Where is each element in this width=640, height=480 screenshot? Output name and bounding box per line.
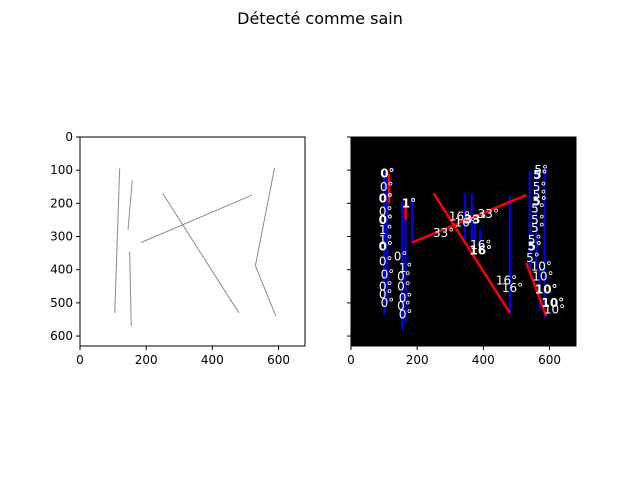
angle-label: 10° — [531, 259, 552, 273]
red-segment — [525, 262, 548, 317]
angle-label: 5° — [527, 239, 541, 253]
angle-label: 0° — [379, 254, 393, 268]
angle-label: 33° — [433, 226, 454, 240]
angle-label: 16° — [469, 243, 492, 257]
angle-label: 5° — [526, 251, 540, 265]
axes-frame — [79, 136, 306, 347]
angle-label: 0° — [397, 269, 411, 283]
line-segment — [254, 265, 277, 317]
x-tick-label: 0 — [347, 353, 355, 367]
x-tick-label: 200 — [135, 353, 158, 367]
angle-label: 0° — [381, 296, 395, 310]
angle-label: 5° — [532, 195, 546, 209]
angle-label: 0° — [379, 239, 393, 253]
angle-label: 0° — [380, 180, 394, 194]
plot-area — [80, 137, 305, 346]
angle-label: 0° — [379, 205, 393, 219]
angle-label: 5° — [534, 163, 548, 177]
angle-label: 10° — [541, 296, 564, 310]
angle-label: 0° — [381, 268, 395, 282]
angle-label: 0° — [379, 279, 393, 293]
plot-marks: 0°0°0° 1°0°0°1°1°0°0°0° 1°0° 0°0° 0°0° 0°0° 0°… — [379, 163, 565, 330]
red-segment — [432, 192, 511, 314]
angle-label: 1° — [379, 233, 393, 247]
chart-title: Détecté comme sain — [237, 9, 403, 28]
angle-label: 0° — [397, 299, 411, 313]
angle-label: 10° — [535, 283, 558, 297]
y-tick-label: 400 — [50, 263, 73, 277]
angle-label: 0° — [379, 213, 393, 227]
line-segment — [141, 194, 253, 243]
angle-label: 5° — [531, 213, 545, 227]
y-tick-label: 300 — [50, 230, 73, 244]
angle-label: 0° — [399, 307, 413, 321]
axes-frame — [350, 136, 577, 347]
line-segment — [114, 168, 121, 313]
angle-label: 5° — [533, 188, 547, 202]
angle-label: 16° — [470, 238, 491, 252]
y-tick-label: 0 — [65, 130, 73, 144]
x-tick-label: 600 — [538, 353, 561, 367]
angle-label: 0° — [397, 279, 411, 293]
angle-label: 10° — [544, 303, 565, 317]
angle-label: 5° — [531, 221, 545, 235]
line-segment — [162, 193, 240, 314]
angle-label: 0° — [379, 191, 393, 205]
angle-label: 5° — [533, 168, 547, 182]
angle-label: 5° — [528, 233, 542, 247]
x-tick-label: 600 — [267, 353, 290, 367]
y-tick-label: 200 — [50, 196, 73, 210]
angle-label: 0° — [394, 249, 408, 263]
angle-label: 1° — [379, 223, 393, 237]
y-tick-label: 500 — [50, 296, 73, 310]
angle-label: 5° — [531, 201, 545, 215]
angle-label: 10° — [532, 269, 553, 283]
x-tick-label: 400 — [201, 353, 224, 367]
angle-label: 16° — [496, 273, 517, 287]
line-segment — [127, 180, 133, 230]
angle-label: 1° — [402, 196, 416, 210]
angle-label: 0° — [399, 291, 413, 305]
angle-label: 5° — [533, 180, 547, 194]
angle-label: 33° — [464, 212, 487, 226]
line-segment — [254, 167, 276, 266]
angle-label: 0° — [379, 288, 393, 302]
red-segment — [411, 193, 527, 244]
y-tick-label: 100 — [50, 163, 73, 177]
angle-label: 16° — [455, 216, 476, 230]
angle-label: 0° — [380, 166, 394, 180]
x-tick-label: 400 — [472, 353, 495, 367]
x-tick-label: 200 — [406, 353, 429, 367]
x-tick-label: 0 — [76, 353, 84, 367]
angle-label: 33° — [478, 207, 499, 221]
y-tick-label: 600 — [50, 329, 73, 343]
angle-label: 1° — [399, 261, 413, 275]
plot-marks — [114, 167, 277, 327]
angle-label: 16° — [502, 281, 523, 295]
angle-label: 16° — [449, 210, 470, 224]
right-panel: 0°0°0° 1°0°0°1°1°0°0°0° 1°0° 0°0° 0°0° 0°0° 0°… — [347, 136, 577, 367]
line-segment — [129, 251, 132, 327]
